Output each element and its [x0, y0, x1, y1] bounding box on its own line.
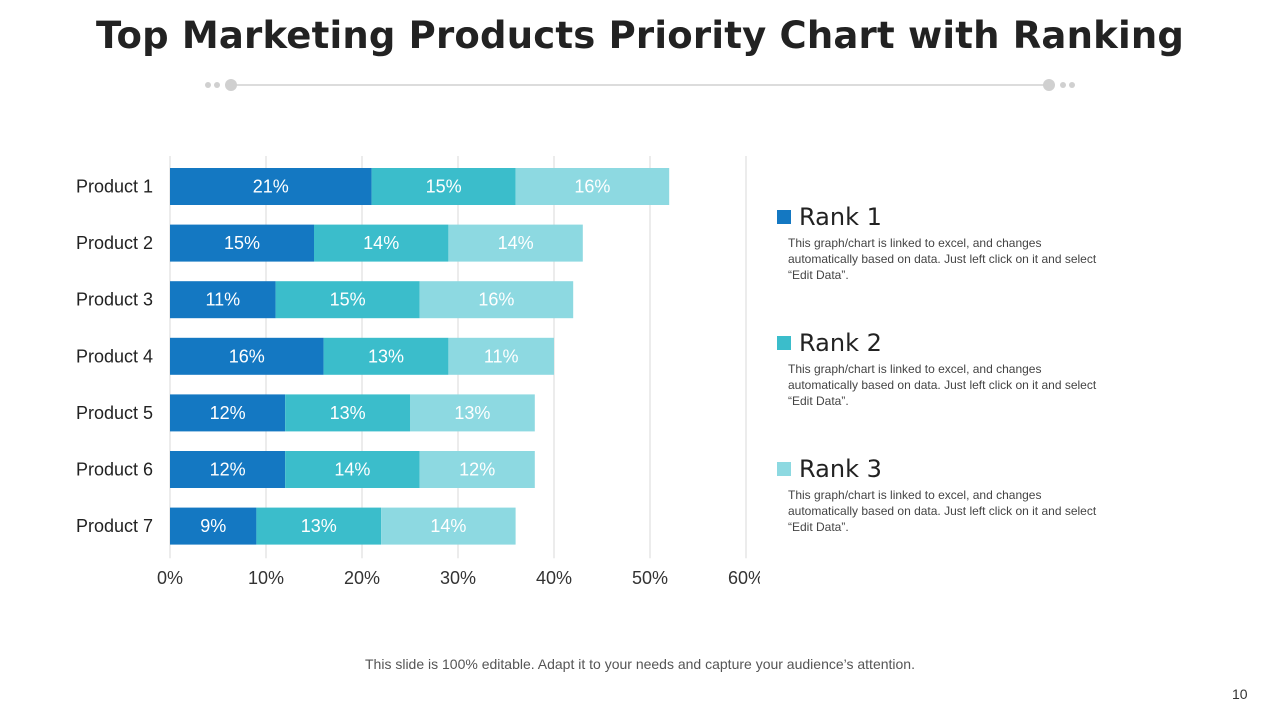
- page-number: 10: [1232, 686, 1248, 702]
- bar-rank-3: [419, 281, 574, 319]
- category-label: Product 5: [76, 403, 153, 423]
- category-label: Product 7: [76, 516, 153, 536]
- bar-rank-3: [381, 507, 516, 545]
- legend-description: This graph/chart is linked to excel, and…: [788, 488, 1097, 534]
- data-label: 13%: [454, 403, 490, 423]
- slide-title: Top Marketing Products Priority Chart wi…: [95, 14, 1185, 57]
- legend-swatch-rank-1: [777, 210, 791, 224]
- divider-dot: [1043, 79, 1055, 91]
- data-label: 14%: [363, 233, 399, 253]
- stacked-bar-chart: 0% 10% 20% 30% 40% 50% 60% Product 1 21% 15% 16% Pr…: [76, 156, 760, 588]
- legend-description: This graph/chart is linked to excel, and…: [788, 362, 1097, 408]
- x-tick-label: 60%: [728, 568, 760, 588]
- x-tick-label: 20%: [344, 568, 380, 588]
- divider-dot: [225, 79, 237, 91]
- bar-rank-2: [256, 507, 382, 545]
- bar-rank-1: [170, 281, 276, 319]
- data-label: 16%: [478, 290, 514, 310]
- data-label: 16%: [574, 177, 610, 197]
- divider-dot: [1060, 82, 1066, 88]
- legend-label: Rank 2: [799, 329, 882, 357]
- legend-label: Rank 1: [799, 203, 882, 231]
- bar-rank-2: [371, 168, 516, 205]
- data-label: 14%: [498, 233, 534, 253]
- bar-rank-1: [170, 224, 314, 262]
- divider-dot: [214, 82, 220, 88]
- category-label: Product 2: [76, 233, 153, 253]
- category-label: Product 4: [76, 346, 153, 366]
- data-label: 11%: [205, 290, 240, 310]
- bar-rank-2: [314, 224, 449, 262]
- data-label: 11%: [484, 346, 519, 366]
- slide-footer-note: This slide is 100% editable. Adapt it to…: [365, 656, 915, 672]
- bar-rank-2: [285, 394, 410, 432]
- data-label: 14%: [334, 460, 370, 480]
- data-label: 13%: [368, 346, 404, 366]
- data-label: 14%: [430, 516, 466, 536]
- data-label: 12%: [210, 403, 246, 423]
- legend-swatch-rank-3: [777, 462, 791, 476]
- bar-rank-1: [170, 394, 286, 432]
- data-label: 15%: [330, 290, 366, 310]
- data-label: 12%: [459, 460, 495, 480]
- bar-rank-1: [170, 337, 324, 375]
- bar-rank-3: [515, 168, 670, 205]
- x-tick-label: 0%: [157, 568, 183, 588]
- data-label: 13%: [301, 516, 337, 536]
- bar-rank-3: [419, 451, 535, 488]
- category-label: Product 6: [76, 460, 153, 480]
- bar-rank-3: [448, 224, 583, 262]
- divider-dot: [205, 82, 211, 88]
- bar-rank-1: [170, 507, 257, 545]
- legend-swatch-rank-2: [777, 336, 791, 350]
- data-label: 9%: [200, 516, 226, 536]
- bar-rank-1: [170, 168, 372, 205]
- bar-rank-2: [285, 451, 420, 488]
- category-label: Product 3: [76, 290, 153, 310]
- data-label: 15%: [224, 233, 260, 253]
- x-tick-label: 50%: [632, 568, 668, 588]
- data-label: 16%: [229, 346, 265, 366]
- bar-rank-2: [323, 337, 449, 375]
- x-tick-label: 40%: [536, 568, 572, 588]
- legend-item-rank-2: Rank 2 This graph/chart is linked to exc…: [777, 328, 1107, 409]
- divider-dot: [1069, 82, 1075, 88]
- legend-item-rank-3: Rank 3 This graph/chart is linked to exc…: [777, 454, 1107, 535]
- x-tick-label: 30%: [440, 568, 476, 588]
- x-tick-label: 10%: [248, 568, 284, 588]
- bar-rank-3: [448, 337, 554, 375]
- data-label: 12%: [210, 460, 246, 480]
- legend-label: Rank 3: [799, 455, 882, 483]
- title-divider: [205, 79, 1075, 91]
- legend-item-rank-1: Rank 1 This graph/chart is linked to exc…: [777, 202, 1107, 283]
- data-label: 13%: [330, 403, 366, 423]
- bar-rank-3: [410, 394, 535, 432]
- category-label: Product 1: [76, 177, 153, 197]
- data-label: 15%: [426, 177, 462, 197]
- legend-description: This graph/chart is linked to excel, and…: [788, 236, 1097, 282]
- data-label: 21%: [253, 177, 289, 197]
- bar-rank-1: [170, 451, 286, 488]
- bar-rank-2: [275, 281, 420, 319]
